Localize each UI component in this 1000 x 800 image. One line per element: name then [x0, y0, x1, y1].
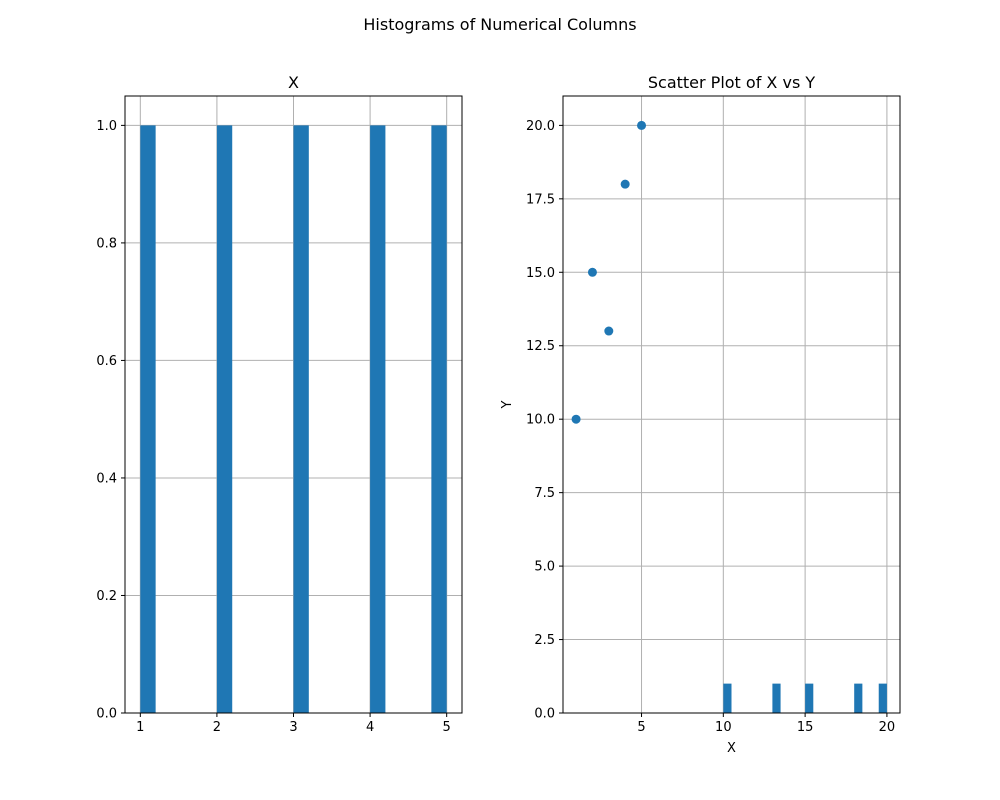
y-tick-label: 20.0 — [526, 119, 555, 134]
histogram-bar — [431, 125, 447, 713]
histogram-title: X — [288, 73, 299, 92]
scatter-point — [587, 267, 597, 277]
histogram-bar — [723, 683, 732, 713]
histogram-x-axes: 1 2 3 4 5 0.0 0.2 0.4 0.6 0.8 1.0 X — [96, 73, 463, 735]
x-tick-label: 10 — [715, 720, 732, 735]
y-tick-label: 0.2 — [96, 589, 117, 604]
scatter-point — [637, 120, 647, 130]
x-tick-label: 15 — [797, 720, 814, 735]
y-tick-label: 0.6 — [96, 354, 117, 369]
y-tick-label: 12.5 — [526, 339, 555, 354]
y-tick-label: 1.0 — [96, 119, 117, 134]
y-tick-label: 17.5 — [526, 192, 555, 207]
x-tick-label: 1 — [136, 720, 144, 735]
scatter-title: Scatter Plot of X vs Y — [648, 73, 816, 92]
histogram-bar — [370, 125, 386, 713]
y-tick-label: 0.8 — [96, 236, 117, 251]
histogram-bar — [772, 683, 781, 713]
y-tick-label: 10.0 — [526, 413, 555, 428]
x-tick-label: 20 — [879, 720, 896, 735]
histogram-bar — [854, 683, 863, 713]
figure-suptitle: Histograms of Numerical Columns — [363, 15, 636, 34]
scatter-marks — [571, 120, 887, 713]
scatter-point — [571, 414, 581, 424]
scatter-ticks: 5 10 15 20 0.0 2.5 5.0 7.5 10.0 12.5 15.0 17.5 20.0 — [526, 119, 895, 735]
histogram-bar — [805, 683, 814, 713]
scatter-grid — [563, 96, 900, 714]
y-tick-label: 5.0 — [534, 560, 555, 575]
y-tick-label: 0.0 — [96, 707, 117, 722]
scatter-x-axis-label: X — [727, 741, 736, 756]
x-tick-label: 5 — [637, 720, 645, 735]
histogram-bar — [140, 125, 156, 713]
histogram-bar — [293, 125, 309, 713]
scatter-axes: 5 10 15 200.02.55.07.510.012.515.017.520.0 … — [500, 73, 901, 756]
scatter-point — [620, 179, 630, 189]
x-tick-label: 2 — [213, 720, 221, 735]
histogram-bar — [216, 125, 233, 713]
y-tick-label: 15.0 — [526, 266, 555, 281]
y-tick-label: 2.5 — [534, 633, 555, 648]
x-tick-label: 5 — [443, 720, 451, 735]
histogram-bar — [878, 683, 887, 713]
y-tick-label: 0.4 — [96, 471, 117, 486]
y-tick-label: 0.0 — [534, 707, 555, 722]
y-tick-label: 7.5 — [534, 486, 555, 501]
histogram-axes-frame — [124, 95, 463, 714]
scatter-axes-frame — [562, 95, 901, 714]
scatter-point — [604, 326, 614, 336]
x-tick-label: 4 — [366, 720, 374, 735]
histogram-bars — [140, 125, 447, 713]
x-tick-label: 3 — [289, 720, 297, 735]
scatter-y-axis-label: Y — [500, 400, 515, 409]
histogram-ticks: 1 2 3 4 5 0.0 0.2 0.4 0.6 0.8 1.0 — [96, 119, 451, 735]
